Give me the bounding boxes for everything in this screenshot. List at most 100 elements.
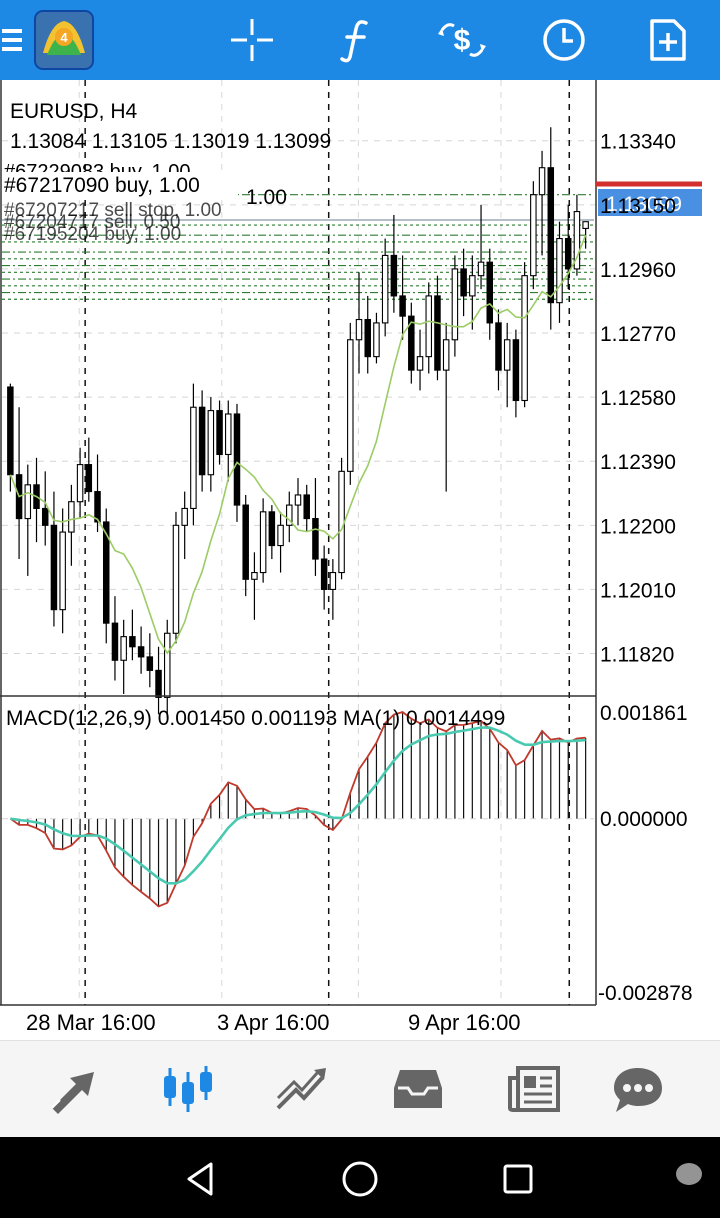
candle-body [530,194,537,277]
candlestick-chart-icon [164,1066,212,1112]
price-tick-label: 1.13150 [600,195,676,218]
price-tick-label: 1.13340 [600,131,676,154]
candle-body [286,504,293,526]
nav-chart[interactable] [152,1055,224,1123]
price-tick-label: 1.12200 [600,515,676,538]
quotes-arrows-icon [51,1072,94,1114]
candle-body [390,254,398,297]
recents-button[interactable] [494,1155,542,1203]
candle-body [495,322,502,371]
candle-body [373,322,380,358]
top-toolbar: 4 $ [0,0,720,80]
candle-body [129,636,136,648]
back-button[interactable] [176,1155,224,1203]
candle-body [120,636,127,661]
svg-text:$: $ [454,24,471,57]
current-price-value: 1.13099 [606,193,682,216]
chat-bubble-icon [614,1068,662,1112]
time-label-1: 28 Mar 16:00 [26,1010,156,1035]
candle-body [85,464,93,493]
candle-body [7,386,14,476]
indicators-button[interactable] [330,0,382,80]
nav-news[interactable] [498,1055,570,1123]
candle-body [538,167,546,196]
candle-body [460,268,467,297]
candle-body [294,494,302,506]
candle-body [503,339,511,371]
candle-body [399,295,406,317]
order-label-3: #67207217 sell stop, 1.00 [4,200,222,221]
order-label-main: #67217090 buy, 1.00 [4,174,200,197]
back-triangle-icon [187,1162,213,1196]
home-button[interactable] [336,1155,384,1203]
add-indicator-icon [650,19,686,61]
candle-body [381,254,389,324]
objects-button[interactable]: $ [430,0,494,80]
candle-body [521,275,528,402]
nav-history[interactable] [382,1055,454,1123]
order-lot-label: 1.00 [246,186,287,209]
candle-body [172,524,180,634]
metatrader-logo-button[interactable]: 4 [32,0,96,80]
candle-body [469,275,476,297]
candle-body [564,238,572,270]
symbol-title: EURUSD, H4 [10,100,138,123]
price-chart-canvas[interactable]: EURUSD, H4 1.13084 1.13105 1.13019 1.130… [0,80,720,1040]
chart-area[interactable]: EURUSD, H4 1.13084 1.13105 1.13019 1.130… [0,80,720,1040]
price-tick-label: 1.12010 [600,579,676,602]
candle-body [512,339,520,402]
candle-body [111,622,119,661]
candle-body [268,511,276,547]
candle-body [442,339,450,371]
price-tick-label: 1.12390 [600,451,676,474]
candle-body [207,410,215,476]
candle-body [190,406,197,510]
timeframe-clock-icon [543,19,585,61]
order-label-bg [2,172,238,196]
candle-body [225,413,232,456]
inbox-tray-icon [394,1070,442,1108]
logo-badge: 4 [60,30,68,45]
candle-body [164,632,171,698]
candle-body [556,238,563,304]
newspaper-icon [508,1066,560,1112]
crosshair-button[interactable] [226,0,278,80]
time-label-3: 9 Apr 16:00 [408,1010,521,1035]
current-price-tag [598,189,702,216]
candle-body [573,211,581,270]
candle-body [181,507,188,526]
order-label-4: #67204717 sell, 0.50 [4,212,180,233]
nav-trade[interactable] [266,1055,338,1123]
candle-body [320,558,328,590]
candle-body [425,295,432,358]
candle-body [434,295,441,371]
bottom-navigation [0,1040,720,1137]
candle-body [451,268,459,341]
trade-trend-icon [276,1068,326,1110]
candle-body [277,524,284,547]
candle-body [408,315,415,371]
menu-button[interactable] [0,0,26,80]
chart-grid [2,80,596,1005]
candle-body [477,261,485,277]
candle-body [242,504,249,580]
candle-body [416,356,424,371]
candle-body [155,669,162,698]
macd-axis-min: -0.002878 [598,982,693,1005]
candle-body [251,571,258,580]
candle-body [355,318,363,341]
candle-body [198,406,206,476]
candle-body [338,470,345,574]
candle-body [94,491,101,523]
nav-messages[interactable] [602,1055,674,1123]
metatrader-logo-icon: 4 [34,10,94,70]
timeframe-button[interactable] [538,0,590,80]
candle-body [50,524,58,611]
order-label-5: #67195204 buy, 1.00 [4,224,181,245]
candle-body [547,167,555,304]
candle-body [364,318,371,358]
add-indicator-button[interactable] [642,0,694,80]
nav-quotes[interactable] [38,1055,110,1123]
candle-body [582,221,589,229]
wechat-logo-icon [676,1163,702,1185]
